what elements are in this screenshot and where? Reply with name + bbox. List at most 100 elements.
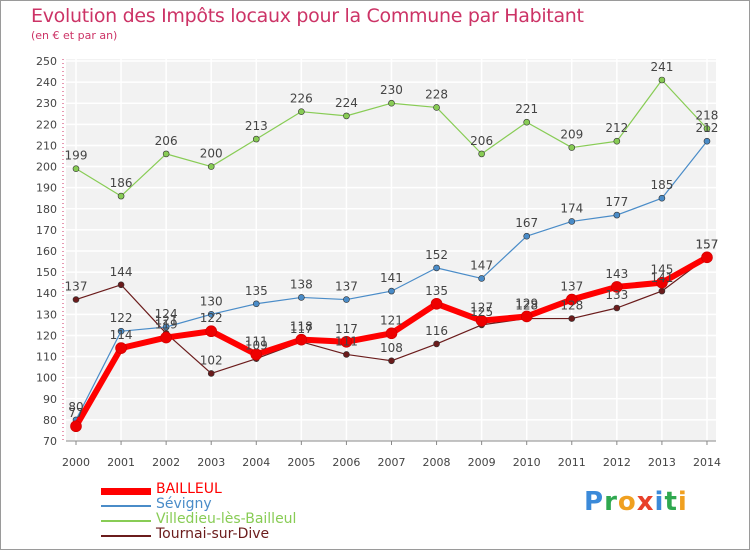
data-label-bailleul: 127 (470, 301, 493, 315)
y-tick-label: 120 (36, 329, 57, 342)
data-label-bailleul: 157 (696, 237, 719, 251)
data-label-tournai-sur-dive: 111 (335, 334, 358, 348)
data-label-bailleul: 118 (290, 320, 313, 334)
data-label-tournai-sur-dive: 109 (245, 339, 268, 353)
data-point-tournai-sur-dive (388, 357, 395, 365)
logo-letter: P (584, 487, 605, 517)
y-tick-label: 210 (36, 139, 57, 152)
data-point-villedieu-les-bailleul (433, 104, 440, 111)
legend-swatch (101, 535, 151, 537)
y-tick-label: 150 (36, 266, 57, 279)
y-tick-label: 100 (36, 372, 57, 385)
y-tick-label: 220 (36, 118, 57, 131)
legend-item: BAILLEUL (101, 481, 361, 499)
proxiti-logo: Proxiti (584, 487, 688, 517)
data-label-bailleul: 114 (110, 328, 133, 342)
data-point-sevigny (298, 294, 305, 301)
x-tick-label: 2001 (107, 456, 135, 469)
data-point-bailleul (656, 276, 668, 289)
x-tick-label: 2014 (693, 456, 721, 469)
y-tick-label: 170 (36, 224, 57, 237)
data-label-tournai-sur-dive: 102 (200, 353, 223, 367)
data-point-villedieu-les-bailleul (162, 150, 170, 158)
logo-letter: i (654, 487, 665, 517)
chart-title: Evolution des Impôts locaux pour la Comm… (31, 5, 584, 27)
data-label-tournai-sur-dive: 117 (290, 322, 313, 336)
data-label-tournai-sur-dive: 137 (65, 280, 88, 294)
data-point-bailleul (115, 342, 127, 354)
x-tick-label: 2011 (558, 456, 586, 469)
data-point-tournai-sur-dive (343, 351, 350, 358)
legend-label: BAILLEUL (156, 481, 222, 497)
data-point-bailleul (205, 325, 218, 338)
data-label-sevigny: 141 (380, 271, 403, 285)
data-label-bailleul: 121 (380, 313, 403, 327)
data-label-villedieu-les-bailleul: 241 (650, 60, 673, 74)
data-label-tournai-sur-dive: 157 (696, 237, 719, 251)
data-label-tournai-sur-dive: 108 (380, 341, 403, 355)
data-label-tournai-sur-dive: 128 (515, 299, 538, 313)
data-label-villedieu-les-bailleul: 213 (245, 119, 268, 133)
data-point-bailleul (565, 293, 578, 306)
data-label-sevigny: 185 (650, 178, 673, 192)
data-point-sevigny (568, 218, 576, 225)
x-tick-label: 2009 (468, 456, 496, 469)
data-point-villedieu-les-bailleul (568, 144, 576, 151)
data-label-sevigny: 174 (560, 201, 583, 215)
data-point-bailleul (385, 327, 398, 340)
data-point-bailleul (70, 420, 82, 433)
data-point-villedieu-les-bailleul (207, 163, 215, 170)
x-tick-label: 2010 (513, 456, 541, 469)
data-point-villedieu-les-bailleul (523, 118, 531, 126)
logo-letter: r (604, 487, 618, 517)
legend-label: Tournai-sur-Dive (156, 526, 270, 542)
data-point-bailleul (295, 333, 308, 346)
data-label-villedieu-les-bailleul: 186 (110, 176, 133, 190)
legend-swatch (101, 488, 151, 495)
y-tick-label: 190 (36, 182, 57, 195)
y-tick-label: 70 (43, 435, 57, 448)
x-tick-label: 2005 (287, 456, 315, 469)
data-point-bailleul (701, 251, 713, 264)
data-label-villedieu-les-bailleul: 200 (200, 147, 223, 161)
data-point-bailleul (250, 348, 263, 361)
x-tick-label: 2006 (332, 456, 360, 469)
data-label-villedieu-les-bailleul: 226 (290, 92, 313, 106)
logo-letter: x (636, 487, 655, 517)
legend-item: Sévigny (101, 496, 361, 514)
y-tick-label: 160 (36, 245, 57, 258)
data-point-tournai-sur-dive (568, 315, 576, 322)
x-tick-label: 2003 (197, 456, 225, 469)
data-label-bailleul: 135 (425, 284, 448, 298)
data-label-tournai-sur-dive: 133 (605, 288, 628, 302)
data-label-tournai-sur-dive: 144 (110, 265, 133, 279)
data-label-tournai-sur-dive: 128 (560, 299, 583, 313)
data-label-villedieu-les-bailleul: 199 (65, 149, 88, 163)
legend-label: Sévigny (156, 496, 212, 512)
y-tick-label: 180 (36, 203, 57, 216)
y-tick-label: 80 (43, 414, 57, 427)
data-point-sevigny (433, 264, 440, 272)
data-label-villedieu-les-bailleul: 224 (335, 96, 358, 110)
data-label-villedieu-les-bailleul: 228 (425, 87, 448, 101)
data-point-tournai-sur-dive (433, 340, 440, 348)
data-point-tournai-sur-dive (207, 370, 215, 377)
data-label-sevigny: 152 (425, 248, 448, 262)
data-point-villedieu-les-bailleul (72, 165, 80, 172)
data-label-bailleul: 122 (200, 311, 223, 325)
x-tick-label: 2002 (152, 456, 180, 469)
y-tick-label: 240 (36, 76, 57, 89)
data-point-sevigny (162, 323, 170, 331)
x-tick-label: 2004 (242, 456, 270, 469)
data-point-tournai-sur-dive (613, 304, 621, 312)
data-label-bailleul: 143 (605, 267, 628, 281)
y-tick-label: 250 (36, 55, 57, 68)
y-tick-label: 230 (36, 97, 57, 110)
data-label-sevigny: 135 (245, 284, 268, 298)
data-label-sevigny: 167 (515, 216, 538, 230)
data-point-villedieu-les-bailleul (388, 99, 395, 107)
data-point-villedieu-les-bailleul (252, 135, 260, 143)
x-tick-label: 2012 (603, 456, 631, 469)
data-label-bailleul: 119 (155, 318, 178, 332)
